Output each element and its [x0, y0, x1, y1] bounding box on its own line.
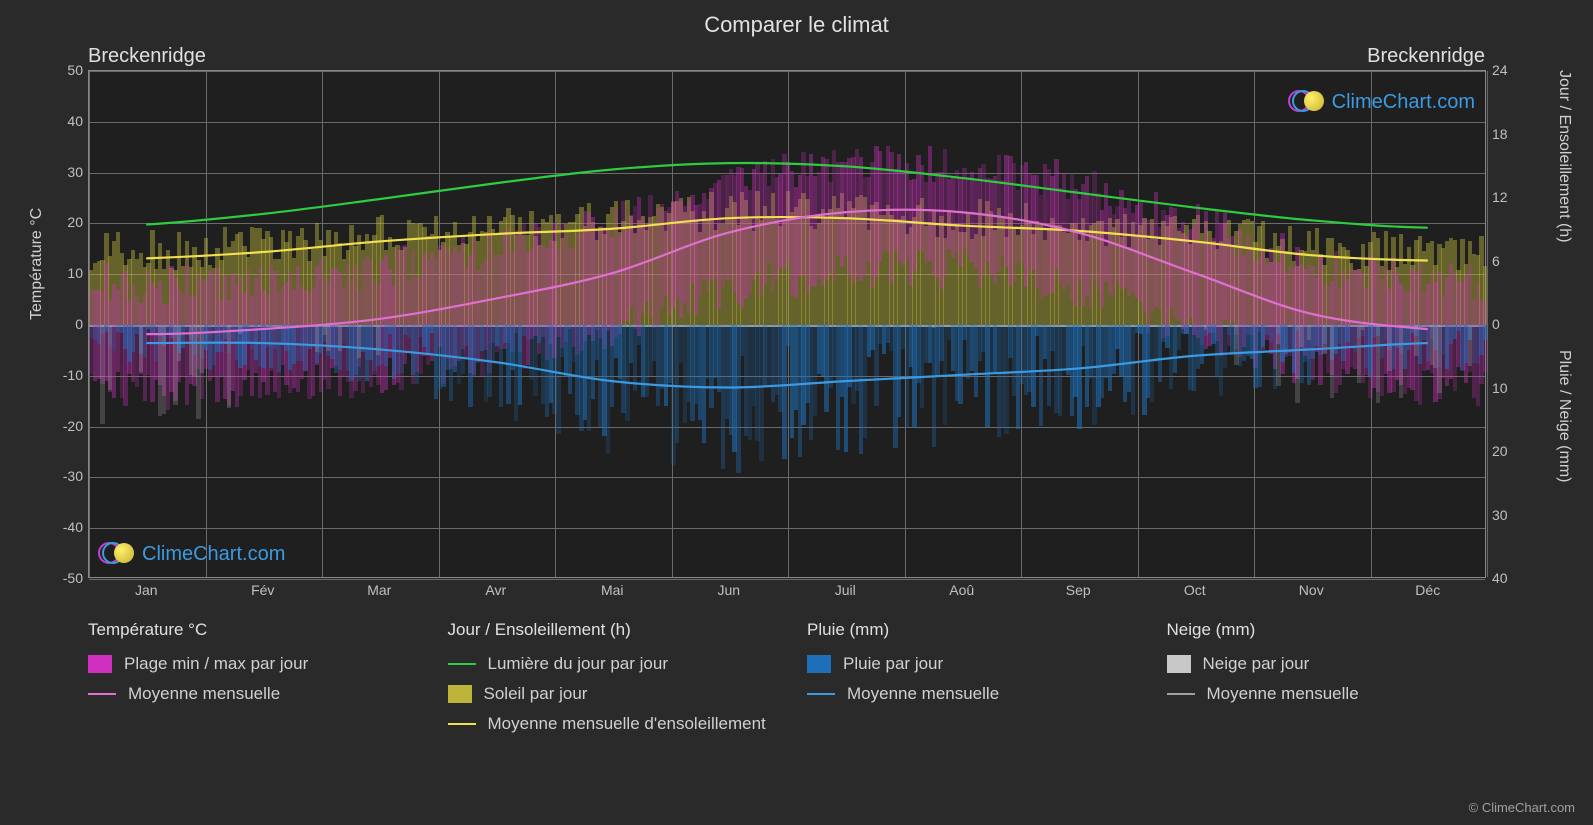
legend-label: Moyenne mensuelle: [1207, 684, 1359, 704]
copyright: © ClimeChart.com: [1469, 800, 1575, 815]
legend-item: Moyenne mensuelle d'ensoleillement: [448, 714, 768, 734]
legend-swatch-icon: [807, 655, 831, 673]
legend-line-icon: [88, 693, 116, 695]
legend-swatch-icon: [1167, 655, 1191, 673]
legend-item: Lumière du jour par jour: [448, 654, 768, 674]
xtick-month: Sep: [1066, 582, 1091, 598]
watermark-top: ClimeChart.com: [1288, 88, 1475, 116]
xtick-month: Avr: [485, 582, 506, 598]
xtick-month: Nov: [1299, 582, 1324, 598]
xtick-month: Fév: [251, 582, 274, 598]
legend-line-icon: [807, 693, 835, 695]
legend-item: Moyenne mensuelle: [88, 684, 408, 704]
ytick-left: -30: [43, 468, 83, 484]
legend-item: Moyenne mensuelle: [807, 684, 1127, 704]
ytick-right: 6: [1492, 253, 1500, 269]
legend-item: Soleil par jour: [448, 684, 768, 704]
legend-line-icon: [448, 723, 476, 725]
ytick-left: 10: [43, 265, 83, 281]
legend-label: Moyenne mensuelle: [128, 684, 280, 704]
legend-label: Neige par jour: [1203, 654, 1310, 674]
watermark-text: ClimeChart.com: [142, 543, 285, 566]
y-axis-right-top-label: Jour / Ensoleillement (h): [1555, 70, 1573, 243]
grid-h: [89, 579, 1485, 580]
ytick-left: -10: [43, 367, 83, 383]
legend-column: Neige (mm) Neige par jour Moyenne mensuell…: [1167, 620, 1487, 744]
line-overlay: [88, 70, 1486, 578]
ytick-left: 30: [43, 164, 83, 180]
xtick-month: Juil: [835, 582, 856, 598]
xtick-month: Aoû: [949, 582, 974, 598]
xtick-month: Déc: [1415, 582, 1440, 598]
legend-item: Plage min / max par jour: [88, 654, 408, 674]
watermark-bottom: ClimeChart.com: [98, 540, 285, 568]
xtick-month: Oct: [1184, 582, 1206, 598]
legend-label: Pluie par jour: [843, 654, 943, 674]
legend-item: Pluie par jour: [807, 654, 1127, 674]
legend-title: Jour / Ensoleillement (h): [448, 620, 768, 640]
ytick-right: 20: [1492, 443, 1508, 459]
ytick-right: 24: [1492, 62, 1508, 78]
ytick-left: -20: [43, 418, 83, 434]
ytick-left: 0: [43, 316, 83, 332]
xtick-month: Mar: [367, 582, 391, 598]
legend-line-icon: [448, 663, 476, 665]
xtick-month: Jan: [135, 582, 158, 598]
xtick-month: Jun: [717, 582, 740, 598]
ytick-right: 30: [1492, 507, 1508, 523]
legend-label: Soleil par jour: [484, 684, 588, 704]
climechart-logo-icon: [1288, 88, 1326, 116]
legend-label: Moyenne mensuelle: [847, 684, 999, 704]
legend-item: Moyenne mensuelle: [1167, 684, 1487, 704]
legend-column: Pluie (mm) Pluie par jour Moyenne mensuell…: [807, 620, 1127, 744]
ytick-right: 40: [1492, 570, 1508, 586]
y-axis-right-bottom-label: Pluie / Neige (mm): [1555, 350, 1573, 482]
legend-line-icon: [1167, 693, 1195, 695]
line-rain-avg: [146, 343, 1428, 388]
legend-title: Pluie (mm): [807, 620, 1127, 640]
chart-title: Comparer le climat: [0, 0, 1593, 38]
legend-label: Plage min / max par jour: [124, 654, 308, 674]
ytick-right: 0: [1492, 316, 1500, 332]
legend-column: Température °C Plage min / max par jour Mo…: [88, 620, 408, 744]
legend-title: Neige (mm): [1167, 620, 1487, 640]
line-temp-avg: [146, 210, 1428, 334]
location-right: Breckenridge: [1367, 45, 1485, 68]
chart-area: [88, 70, 1486, 578]
xtick-month: Mai: [601, 582, 624, 598]
climechart-logo-icon: [98, 540, 136, 568]
watermark-text: ClimeChart.com: [1332, 91, 1475, 114]
legend: Température °C Plage min / max par jour Mo…: [88, 620, 1486, 744]
ytick-right: 10: [1492, 380, 1508, 396]
legend-title: Température °C: [88, 620, 408, 640]
location-left: Breckenridge: [88, 45, 206, 68]
legend-item: Neige par jour: [1167, 654, 1487, 674]
legend-label: Moyenne mensuelle d'ensoleillement: [488, 714, 766, 734]
ytick-right: 12: [1492, 189, 1508, 205]
legend-label: Lumière du jour par jour: [488, 654, 668, 674]
legend-swatch-icon: [88, 655, 112, 673]
legend-swatch-icon: [448, 685, 472, 703]
ytick-left: 20: [43, 214, 83, 230]
ytick-left: 50: [43, 62, 83, 78]
ytick-left: 40: [43, 113, 83, 129]
line-sunshine-avg: [146, 217, 1428, 260]
ytick-right: 18: [1492, 126, 1508, 142]
legend-column: Jour / Ensoleillement (h) Lumière du jour…: [448, 620, 768, 744]
ytick-left: -40: [43, 519, 83, 535]
ytick-left: -50: [43, 570, 83, 586]
